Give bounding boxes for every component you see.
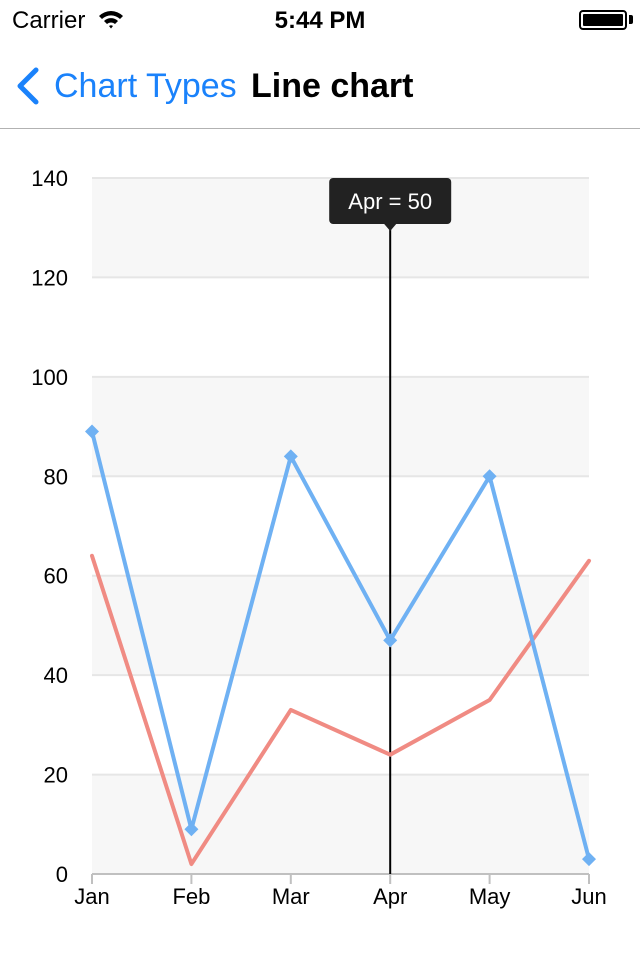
plot-band [92, 575, 589, 676]
tooltip-box [329, 178, 452, 224]
y-tick-label: 120 [31, 265, 68, 290]
plot-band [92, 774, 589, 874]
battery-icon [579, 10, 627, 30]
x-tick-label: Jun [571, 884, 606, 909]
data-point[interactable] [582, 852, 596, 867]
y-tick-label: 140 [31, 166, 68, 191]
battery-level-fill [583, 14, 623, 26]
chevron-left-icon [17, 67, 39, 105]
tooltip-arrow [384, 224, 397, 231]
y-tick-label: 100 [31, 365, 68, 390]
series-line [90, 553, 591, 867]
wifi-icon [99, 11, 123, 29]
data-point[interactable] [184, 822, 199, 837]
y-tick-label: 40 [44, 663, 68, 688]
line-chart[interactable]: 0 20 40 60 80 100 120 140 Jan Feb Mar Apr May Jun Ap… [0, 128, 640, 948]
battery-tip [629, 15, 633, 24]
status-bar: Carrier 5:44 PM [0, 0, 640, 40]
plot-band [92, 376, 589, 477]
y-tick-label: 80 [44, 464, 68, 489]
page-title: Line chart [251, 67, 414, 105]
data-point[interactable] [85, 424, 99, 439]
y-tick-label: 0 [56, 862, 68, 887]
clock: 5:44 PM [274, 7, 366, 34]
series-line [90, 429, 591, 862]
tooltip-text: Apr = 50 [348, 189, 432, 214]
data-point[interactable] [482, 469, 497, 484]
x-tick-label: Apr [373, 884, 407, 909]
x-tick-label: Feb [172, 884, 210, 909]
x-tick-label: Jan [74, 884, 109, 909]
back-button-label: Chart Types [54, 66, 237, 105]
navigation-bar: Chart Types Line chart [0, 40, 640, 129]
x-tick-label: May [469, 884, 511, 909]
back-button[interactable]: Chart Types [14, 64, 237, 108]
carrier-label: Carrier [12, 7, 86, 34]
data-point[interactable] [283, 449, 298, 464]
y-tick-label: 60 [44, 564, 68, 589]
y-tick-label: 20 [44, 763, 68, 788]
data-point[interactable] [383, 633, 398, 648]
x-tick-label: Mar [272, 884, 310, 909]
